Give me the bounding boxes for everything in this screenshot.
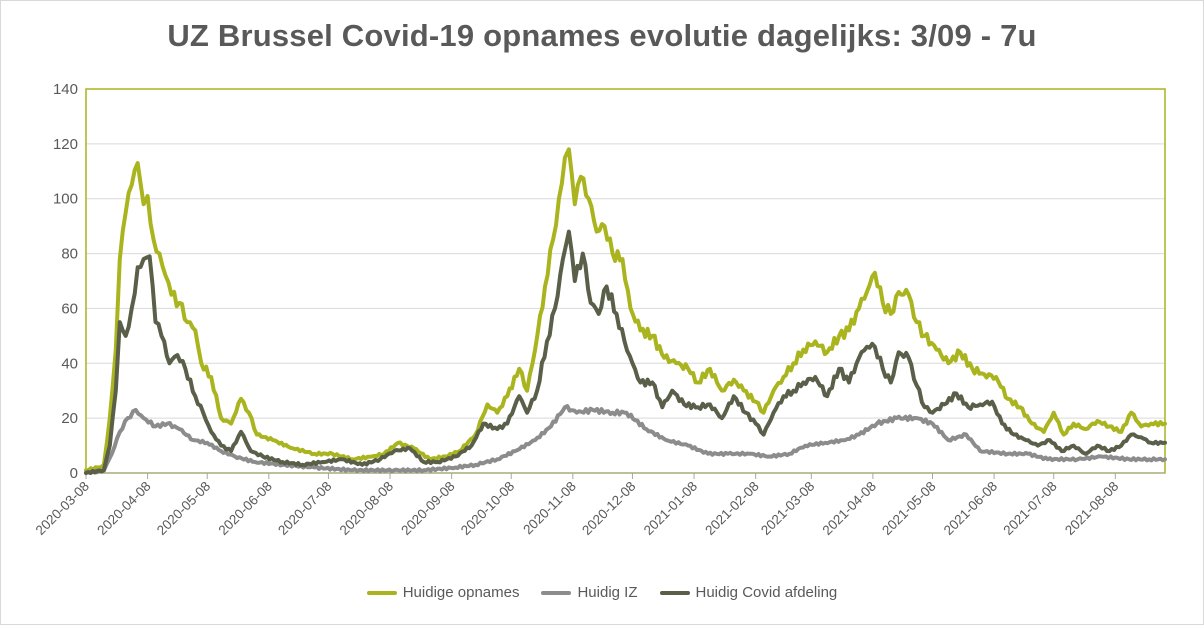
legend-label: Huidige opnames xyxy=(402,584,520,601)
x-tick-label: 2020-05-08 xyxy=(154,479,213,538)
y-tick-label: 0 xyxy=(70,465,78,482)
y-tick-label: 60 xyxy=(61,300,78,317)
y-tick-label: 20 xyxy=(61,410,78,427)
x-tick-label: 2021-05-08 xyxy=(879,479,938,538)
x-tick-label: 2021-04-08 xyxy=(820,479,879,538)
y-tick-label: 120 xyxy=(53,136,78,153)
x-tick-label: 2020-09-08 xyxy=(398,479,457,538)
x-tick-label: 2020-04-08 xyxy=(94,479,153,538)
x-tick-label: 2021-03-08 xyxy=(758,479,817,538)
x-tick-label: 2021-02-08 xyxy=(702,479,761,538)
series-line-1 xyxy=(84,147,1167,473)
legend-item: Huidig Covid afdeling xyxy=(659,584,838,601)
x-tick-label: 2021-08-08 xyxy=(1062,479,1121,538)
y-tick-label: 80 xyxy=(61,246,78,263)
legend-swatch xyxy=(659,590,690,595)
y-tick-label: 100 xyxy=(53,191,78,208)
x-tick-label: 2020-08-08 xyxy=(337,479,396,538)
x-tick-label: 2020-12-08 xyxy=(579,479,638,538)
legend-swatch xyxy=(366,590,397,595)
x-tick-label: 2021-01-08 xyxy=(641,479,700,538)
legend-item: Huidig IZ xyxy=(541,584,638,601)
x-tick-label: 2020-07-08 xyxy=(275,479,334,538)
x-tick-label: 2020-06-08 xyxy=(215,479,274,538)
y-tick-label: 140 xyxy=(53,81,78,98)
x-tick-label: 2020-03-08 xyxy=(33,479,92,538)
legend-label: Huidig Covid afdeling xyxy=(695,584,838,601)
legend-swatch xyxy=(541,590,572,595)
legend-item: Huidige opnames xyxy=(366,584,520,601)
x-tick-label: 2020-11-08 xyxy=(520,479,579,538)
legend-label: Huidig IZ xyxy=(577,584,638,601)
x-tick-label: 2021-06-08 xyxy=(941,479,1000,538)
y-tick-label: 40 xyxy=(61,355,78,372)
chart-legend: Huidige opnames Huidig IZ Huidig Covid afd… xyxy=(0,584,1204,601)
x-tick-label: 2020-10-08 xyxy=(458,479,517,538)
series-line-3 xyxy=(84,229,1167,475)
series-line-2 xyxy=(84,404,1167,475)
chart-title: UZ Brussel Covid-19 opnames evolutie dag… xyxy=(167,18,1037,53)
x-tick-label: 2021-07-08 xyxy=(1000,479,1059,538)
